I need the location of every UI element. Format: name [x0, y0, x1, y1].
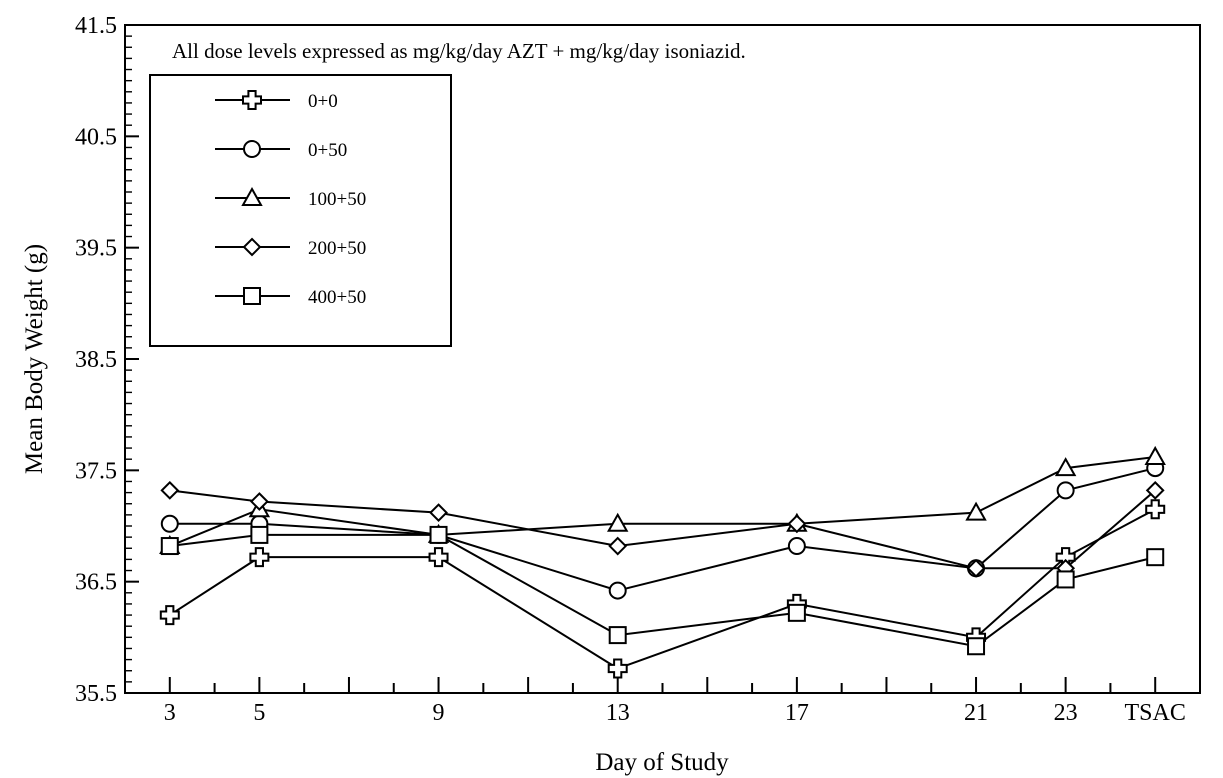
- y-tick-label: 41.5: [75, 13, 117, 39]
- legend-item-200+50: 200+50: [215, 237, 366, 259]
- x-tick-label: 13: [606, 700, 630, 726]
- square-marker: [243, 287, 261, 305]
- legend-label: 0+50: [308, 140, 347, 161]
- square-marker: [250, 525, 269, 544]
- series-100+50: [159, 445, 1166, 555]
- cross-marker: [242, 90, 262, 110]
- diamond-marker: [429, 503, 448, 523]
- legend-label: 200+50: [308, 238, 366, 259]
- y-tick-label: 35.5: [75, 681, 117, 707]
- x-tick-label: 3: [164, 700, 176, 726]
- y-tick-label: 38.5: [75, 347, 117, 373]
- legend-label: 400+50: [308, 287, 366, 308]
- x-tick-label: 23: [1054, 700, 1078, 726]
- legend-label: 100+50: [308, 189, 366, 210]
- cross-marker: [607, 658, 628, 679]
- series-line: [169, 489, 1156, 570]
- square-marker: [967, 637, 986, 656]
- x-tick-label: 17: [785, 700, 809, 726]
- triangle-marker: [241, 186, 263, 206]
- y-tick-label: 40.5: [75, 124, 117, 150]
- series-line: [169, 467, 1156, 592]
- x-tick-label: TSAC: [1125, 700, 1186, 726]
- triangle-marker: [965, 501, 987, 521]
- series-line: [169, 533, 1156, 648]
- legend-items: 0+0 0+50 100+50 200+50 400+50: [215, 90, 366, 308]
- square-marker: [429, 525, 448, 544]
- legend: 0+0 0+50 100+50 200+50 400+50: [149, 74, 452, 347]
- legend-item-400+50: 400+50: [215, 287, 366, 308]
- diamond-marker: [787, 514, 807, 534]
- legend-label: 0+0: [308, 91, 338, 112]
- square-marker: [787, 603, 806, 622]
- x-axis-ticks: 3 5 9 13 17 21 23 TSAC: [124, 677, 1201, 726]
- y-tick-label: 37.5: [75, 458, 117, 484]
- legend-item-0+50: 0+50: [215, 140, 347, 161]
- series-line: [169, 455, 1156, 547]
- diamond-marker: [966, 558, 986, 578]
- triangle-marker: [1144, 445, 1166, 465]
- diamond-marker: [249, 492, 269, 511]
- y-tick-label: 39.5: [75, 236, 117, 262]
- x-tick-label: 9: [433, 700, 445, 726]
- cross-marker: [1145, 499, 1166, 520]
- series-0+0: [159, 499, 1166, 679]
- cross-marker: [159, 605, 180, 626]
- x-tick-label: 21: [964, 700, 988, 726]
- circle-marker: [787, 537, 806, 556]
- y-tick-label: 36.5: [75, 570, 117, 596]
- triangle-marker: [1054, 457, 1077, 477]
- series-400+50: [160, 525, 1165, 656]
- square-marker: [160, 537, 179, 556]
- series-layer: [159, 445, 1166, 679]
- y-axis-title: Mean Body Weight (g): [21, 244, 48, 474]
- x-axis-title: Day of Study: [595, 749, 729, 776]
- series-200+50: [160, 480, 1165, 578]
- cross-marker: [428, 547, 449, 568]
- legend-item-100+50: 100+50: [215, 186, 366, 210]
- diamond-marker: [242, 237, 262, 257]
- cross-marker: [249, 547, 270, 568]
- chart-annotation: All dose levels expressed as mg/kg/day A…: [172, 39, 746, 63]
- square-marker: [608, 626, 627, 645]
- circle-marker: [243, 140, 261, 158]
- triangle-marker: [606, 512, 629, 532]
- legend-item-0+0: 0+0: [215, 90, 338, 112]
- diamond-marker: [1145, 480, 1165, 500]
- circle-marker: [608, 581, 627, 600]
- circle-marker: [160, 514, 179, 533]
- square-marker: [1056, 570, 1075, 589]
- series-0+50: [160, 459, 1165, 600]
- x-tick-label: 5: [253, 700, 265, 726]
- legend-box: [149, 74, 452, 347]
- series-line: [169, 508, 1156, 670]
- diamond-marker: [608, 536, 628, 556]
- diamond-marker: [160, 480, 180, 500]
- circle-marker: [1056, 481, 1075, 500]
- y-axis-ticks: 35.5 36.5 37.5 38.5 39.5 40.5 41.5: [75, 13, 139, 707]
- square-marker: [1146, 548, 1165, 567]
